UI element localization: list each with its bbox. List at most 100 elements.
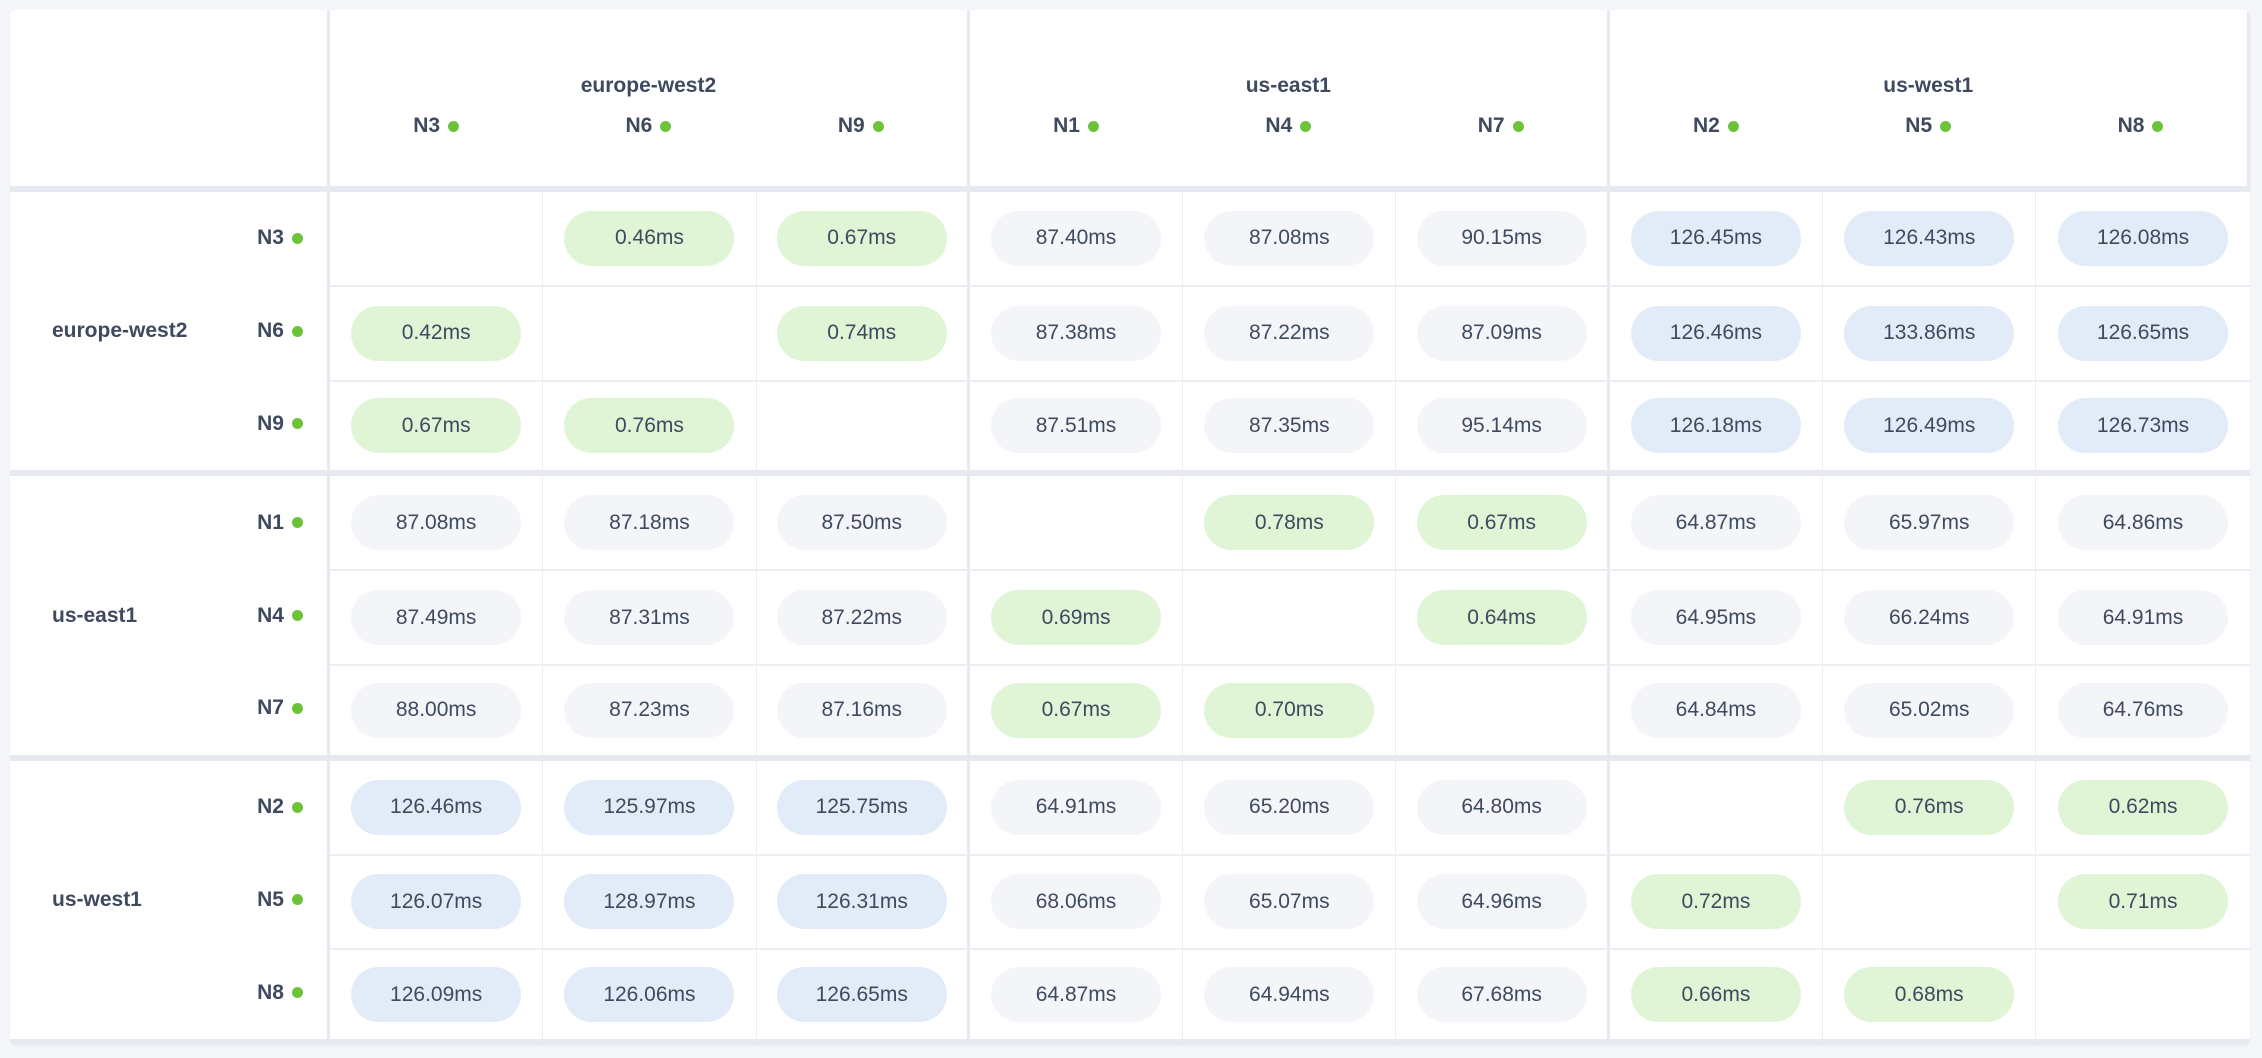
node-name: N1 [1053,114,1080,137]
matrix-cell: 66.24ms [1823,571,2037,666]
node-name: N2 [257,795,284,819]
matrix-cell: 0.69ms [969,571,1184,666]
matrix-cell: 87.09ms [1396,286,1610,382]
matrix-cell: 126.45ms [1609,192,1824,287]
matrix-cell: 87.51ms [969,381,1184,477]
matrix-cell: 125.97ms [543,760,757,856]
matrix-cell: 126.49ms [1823,381,2037,477]
latency-matrix-card: europe-west2 N3 N6 N9 us-east1 N1 N4 N7 us-west1… [10,10,2250,1045]
latency-pill: 128.97ms [564,874,735,930]
latency-pill: 126.09ms [351,967,522,1023]
matrix-cell [1609,760,1824,856]
status-dot-icon [2152,120,2164,132]
matrix-cell: 64.87ms [1609,476,1824,572]
node-name: N7 [257,696,284,720]
latency-pill: 65.97ms [1844,495,2015,551]
matrix-cell: 126.73ms [2036,382,2250,477]
node-label: N7 [1394,114,1606,138]
latency-pill: 126.73ms [2058,398,2229,454]
matrix-cell: 64.87ms [969,950,1184,1045]
latency-pill: 0.66ms [1630,967,1801,1023]
latency-pill: 87.08ms [351,495,522,551]
latency-pill: 0.71ms [2058,874,2229,930]
node-label: N4 [1182,114,1394,138]
matrix-cell: 87.31ms [543,571,757,666]
node-name: N8 [257,980,284,1004]
matrix-cell: 0.76ms [1823,760,2037,856]
region-title: us-east1 [52,603,138,627]
column-region-header-us-east1: us-east1 N1 N4 N7 [969,10,1610,192]
matrix-cell: 87.22ms [756,571,970,666]
node-name: N5 [1905,114,1933,137]
latency-pill: 87.50ms [776,495,947,551]
matrix-cell: 87.18ms [543,476,757,572]
node-label: N6 [542,114,754,138]
matrix-cell: 0.74ms [756,286,970,382]
matrix-cell: 87.38ms [969,286,1184,382]
node-label: N8 [220,946,327,1039]
node-label: N1 [970,114,1182,138]
latency-pill: 87.40ms [991,210,1162,266]
matrix-cell: 87.49ms [330,571,544,666]
matrix-cell: 0.72ms [1609,855,1824,951]
region-nodes: N3 N6 N9 [220,192,327,470]
matrix-cell: 126.09ms [330,950,544,1045]
node-name: N1 [257,510,284,534]
latency-pill: 87.22ms [1204,305,1375,361]
latency-pill: 133.86ms [1844,305,2015,361]
latency-pill: 64.87ms [1630,495,1801,551]
latency-pill: 64.76ms [2058,682,2229,738]
latency-pill: 0.46ms [564,210,735,266]
row-region-header-europe-west2: europe-west2 N3 N6 N9 [10,192,330,477]
region-title: us-west1 [52,887,142,911]
matrix-cell: 0.68ms [1823,950,2037,1045]
latency-pill: 0.76ms [564,398,735,454]
latency-pill: 65.02ms [1844,682,2015,738]
status-dot-icon [292,325,303,337]
matrix-cell: 126.46ms [1609,286,1824,382]
status-dot-icon [292,894,303,906]
node-label: N5 [220,854,327,947]
matrix-cell: 128.97ms [543,855,757,951]
node-label: N2 [1610,114,1822,138]
latency-pill: 126.46ms [1630,305,1801,361]
node-label: N2 [220,761,327,854]
status-dot-icon [1087,120,1099,132]
row-region-header-us-west1: us-west1 N2 N5 N8 [10,760,330,1045]
matrix-cell: 64.84ms [1609,665,1824,761]
matrix-cell: 64.76ms [2036,666,2250,761]
matrix-cell: 64.96ms [1396,855,1610,951]
latency-pill: 126.65ms [776,967,947,1023]
latency-pill: 65.07ms [1204,874,1375,930]
matrix-cell: 126.18ms [1609,381,1824,477]
node-name: N9 [837,114,865,137]
matrix-cell: 126.07ms [330,855,544,951]
region-title: europe-west2 [580,74,717,97]
matrix-cell: 87.50ms [756,476,970,572]
node-label: N5 [1822,114,2034,138]
status-dot-icon [292,801,303,813]
latency-pill: 67.68ms [1416,967,1587,1023]
latency-pill: 0.62ms [2058,779,2229,835]
node-label: N9 [755,114,967,138]
matrix-cell: 64.80ms [1396,760,1610,856]
latency-pill: 0.72ms [1630,874,1801,930]
node-label: N8 [2034,114,2246,138]
matrix-cell: 95.14ms [1396,381,1610,477]
latency-pill: 87.35ms [1204,398,1375,454]
status-dot-icon [660,120,672,132]
node-label: N9 [220,378,327,471]
matrix-cell [1183,571,1397,666]
latency-pill: 65.20ms [1204,779,1375,835]
latency-pill: 0.74ms [776,305,947,361]
region-nodes: N2 N5 N8 [220,761,327,1039]
status-dot-icon [872,120,884,132]
latency-pill: 64.86ms [2058,495,2229,551]
latency-pill: 64.84ms [1630,682,1801,738]
matrix-cell: 0.71ms [2036,856,2250,951]
matrix-cell: 133.86ms [1823,286,2037,382]
latency-pill: 126.46ms [351,779,522,835]
latency-pill: 126.06ms [564,967,735,1023]
matrix-cell: 65.97ms [1823,476,2037,572]
node-label: N3 [330,114,542,138]
